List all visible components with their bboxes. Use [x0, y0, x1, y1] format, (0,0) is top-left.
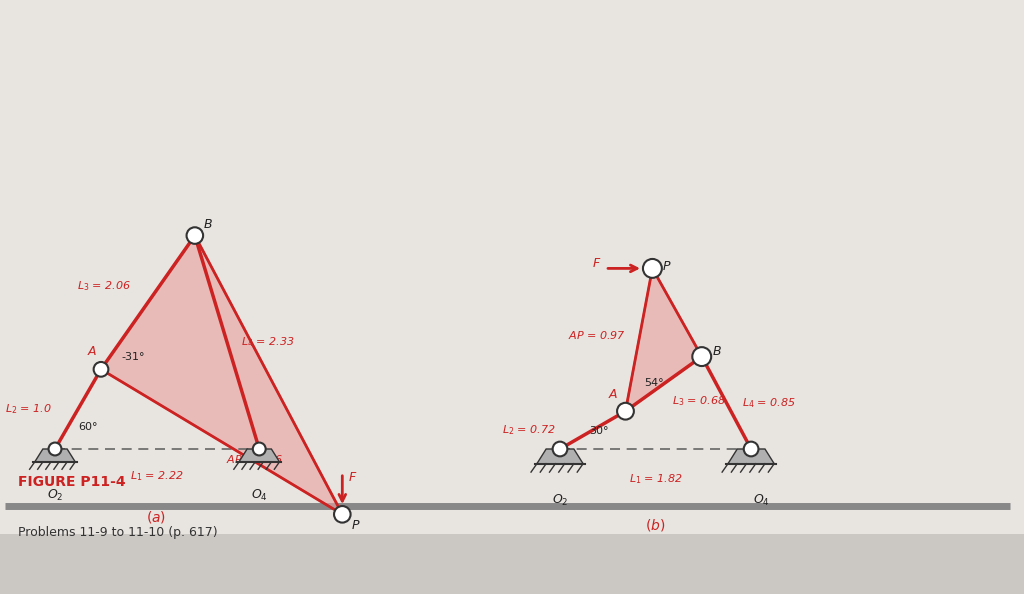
Text: P: P: [663, 260, 671, 273]
Circle shape: [186, 228, 203, 244]
Circle shape: [743, 442, 759, 456]
Text: P: P: [351, 519, 359, 532]
Circle shape: [643, 259, 662, 278]
Text: $L_1$ = 1.82: $L_1$ = 1.82: [629, 472, 682, 486]
Circle shape: [93, 362, 109, 377]
Text: $O_4$: $O_4$: [754, 493, 770, 508]
Text: $L_3$ = 2.06: $L_3$ = 2.06: [77, 279, 131, 293]
Text: 30°: 30°: [590, 426, 609, 437]
Text: $O_4$: $O_4$: [251, 488, 267, 503]
Text: $O_2$: $O_2$: [47, 488, 63, 503]
Text: -31°: -31°: [121, 352, 144, 362]
Text: $AP$ = 0.97: $AP$ = 0.97: [568, 328, 627, 340]
Text: $(b)$: $(b)$: [645, 517, 666, 533]
Circle shape: [253, 443, 265, 456]
Text: $L_2$ = 0.72: $L_2$ = 0.72: [502, 423, 556, 437]
Text: $O_2$: $O_2$: [552, 493, 568, 508]
Polygon shape: [101, 236, 342, 514]
Polygon shape: [0, 0, 1024, 534]
Circle shape: [48, 443, 61, 456]
Text: $(a)$: $(a)$: [146, 509, 166, 525]
Text: 60°: 60°: [78, 422, 97, 432]
Text: $L_3$ = 0.68: $L_3$ = 0.68: [672, 394, 726, 408]
Circle shape: [617, 403, 634, 419]
Text: F: F: [349, 470, 356, 484]
Text: F: F: [593, 257, 600, 270]
Text: B: B: [204, 218, 213, 231]
Text: Problems 11-9 to 11-10 (p. 617): Problems 11-9 to 11-10 (p. 617): [18, 526, 218, 539]
Text: B: B: [713, 345, 721, 358]
Text: A: A: [608, 388, 617, 401]
Polygon shape: [728, 449, 774, 464]
Text: 54°: 54°: [644, 378, 664, 388]
Circle shape: [692, 347, 712, 366]
Text: $AP$ = 3.06: $AP$ = 3.06: [226, 453, 284, 465]
Text: $L_2$ = 1.0: $L_2$ = 1.0: [5, 402, 52, 416]
Circle shape: [553, 442, 567, 456]
Polygon shape: [626, 268, 701, 411]
Text: $L_4$ = 0.85: $L_4$ = 0.85: [742, 396, 796, 410]
Text: $L_1$ = 2.22: $L_1$ = 2.22: [130, 469, 184, 483]
Text: FIGURE P11-4: FIGURE P11-4: [18, 475, 126, 489]
Polygon shape: [537, 449, 583, 464]
Text: A: A: [88, 345, 96, 358]
Text: $L_4$ = 2.33: $L_4$ = 2.33: [241, 336, 295, 349]
Circle shape: [334, 506, 350, 523]
Polygon shape: [239, 449, 280, 462]
Polygon shape: [35, 449, 75, 462]
